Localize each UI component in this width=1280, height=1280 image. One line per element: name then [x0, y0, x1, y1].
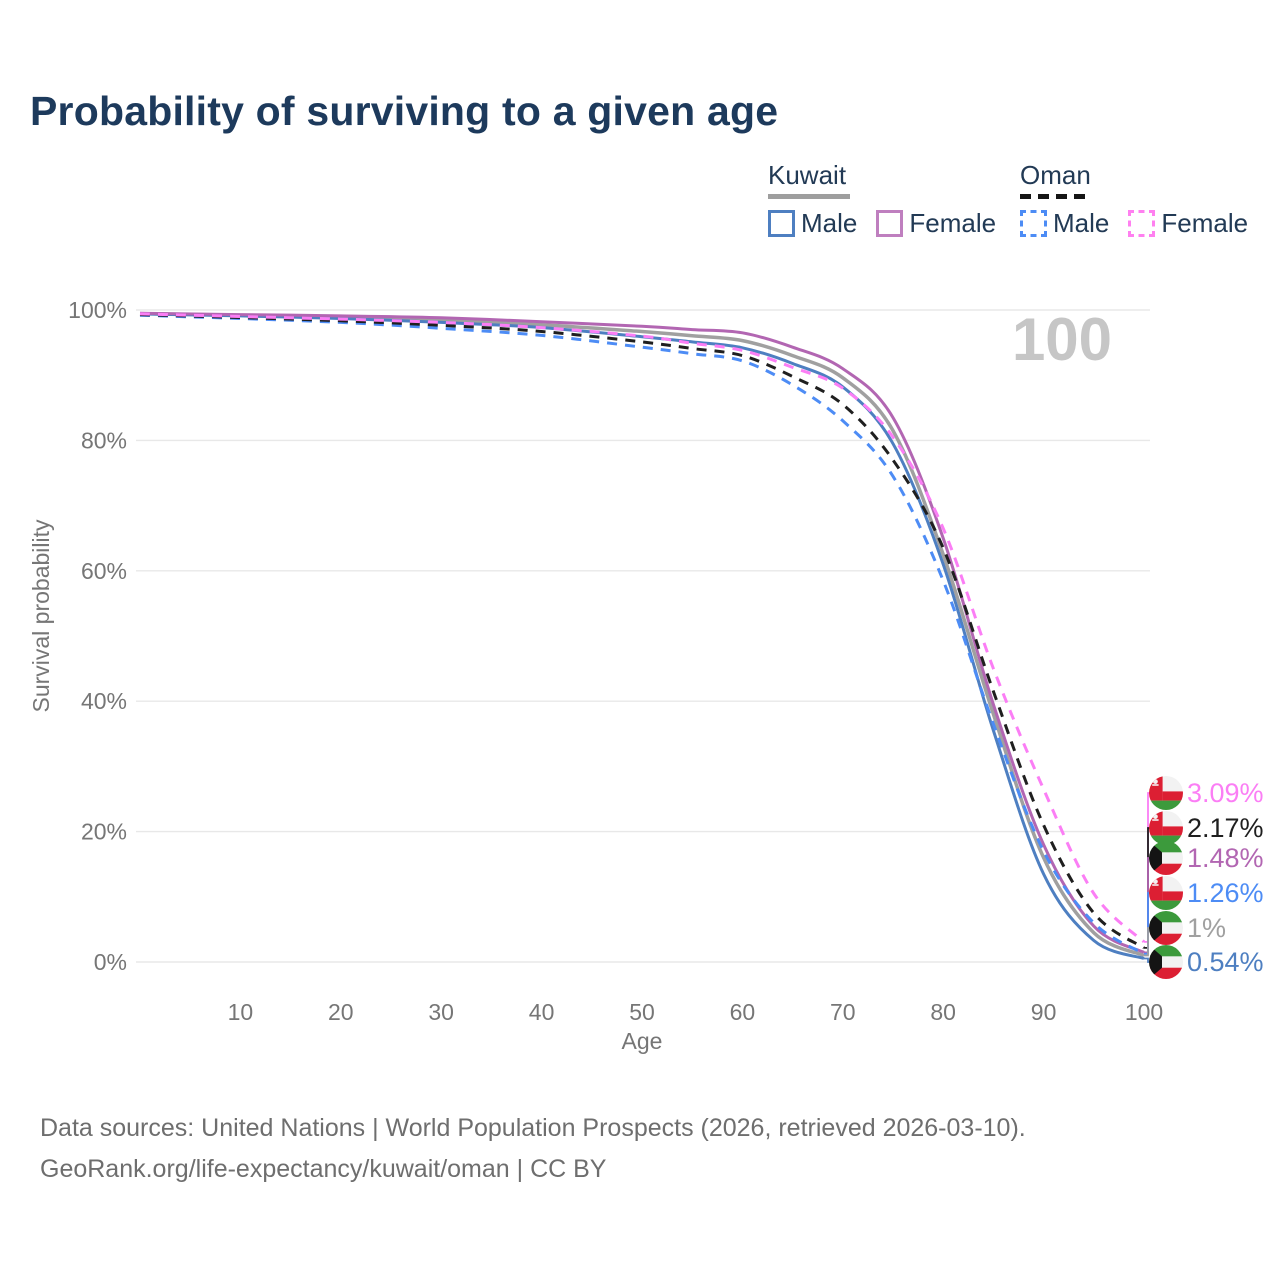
legend-kuwait-female-label: Female [909, 208, 997, 238]
license-line: GeoRank.org/life-expectancy/kuwait/oman … [40, 1155, 607, 1183]
x-tick-label: 90 [1031, 999, 1057, 1025]
kuwait-line-style-swatch [768, 194, 850, 199]
legend-oman-label[interactable]: Oman [1020, 160, 1091, 190]
hovered-age-readout: 100 [1012, 306, 1112, 373]
legend-item-oman-female[interactable]: Female [1128, 208, 1248, 239]
oman-male-swatch-icon [1020, 210, 1047, 237]
x-tick-label: 40 [529, 999, 555, 1025]
end-value-label-kuwait-female: 1.48% [1187, 843, 1264, 873]
gridlines [136, 309, 1150, 963]
end-value-label-kuwait-male: 0.54% [1187, 947, 1264, 977]
x-tick-label: 10 [228, 999, 254, 1025]
x-tick-label: 100 [1125, 999, 1163, 1025]
kuwait-female-swatch-icon [876, 210, 904, 237]
oman-line-style-swatch [1020, 194, 1090, 199]
legend-group-oman: Oman Male Female [1020, 160, 1248, 239]
series-line-kuwait-female[interactable] [139, 311, 1145, 954]
source-attribution: Data sources: United Nations | World Pop… [40, 1108, 1240, 1190]
legend-oman-female-label: Female [1161, 208, 1249, 238]
oman-flag-icon [1149, 811, 1183, 845]
kuwait-flag-icon [1149, 841, 1183, 875]
y-tick-label: 0% [94, 949, 127, 975]
series-line-oman-all[interactable] [139, 313, 1145, 950]
kuwait-male-swatch-icon [768, 210, 795, 237]
oman-flag-icon [1149, 876, 1183, 910]
kuwait-flag-icon [1149, 911, 1183, 945]
series-line-oman-male[interactable] [139, 313, 1145, 956]
series-line-kuwait-all[interactable] [139, 311, 1145, 958]
legend-kuwait-male-label: Male [801, 208, 858, 238]
x-tick-label: 70 [830, 999, 856, 1025]
y-tick-label: 20% [81, 819, 127, 845]
legend-oman-male-label: Male [1053, 208, 1110, 238]
axes: 0% 20% 40% 60% 80% 100% 10 20 30 40 50 60 70 80 90 100 A… [28, 297, 1163, 1054]
end-value-label-oman-male: 1.26% [1187, 878, 1264, 908]
y-tick-label: 80% [81, 427, 127, 453]
oman-female-swatch-icon [1128, 210, 1156, 237]
series-line-kuwait-male[interactable] [139, 312, 1145, 960]
end-value-labels: 3.09% 2.17%1.48% 1.26% 1% 0.54% [1144, 776, 1264, 979]
x-tick-label: 60 [730, 999, 756, 1025]
legend-kuwait-label[interactable]: Kuwait [768, 160, 847, 190]
kuwait-flag-icon [1149, 945, 1183, 979]
data-sources-line: Data sources: United Nations | World Pop… [40, 1114, 1026, 1142]
legend-item-oman-male[interactable]: Male [1020, 208, 1109, 239]
series-line-oman-female[interactable] [139, 312, 1146, 944]
x-tick-label: 20 [328, 999, 354, 1025]
y-tick-label: 60% [81, 558, 127, 584]
y-tick-label: 100% [68, 297, 127, 323]
page-title: Probability of surviving to a given age [30, 88, 779, 134]
series-lines [139, 311, 1146, 960]
x-tick-label: 30 [428, 999, 454, 1025]
end-value-label-oman-all: 2.17% [1187, 813, 1264, 843]
legend-group-kuwait: Kuwait Male Female [768, 160, 996, 239]
y-tick-label: 40% [81, 688, 127, 714]
legend-item-kuwait-male[interactable]: Male [768, 208, 857, 239]
x-tick-label: 50 [629, 999, 655, 1025]
end-value-label-kuwait-all: 1% [1187, 913, 1226, 943]
legend-item-kuwait-female[interactable]: Female [876, 208, 996, 239]
end-value-label-oman-female: 3.09% [1187, 778, 1264, 808]
x-axis-title: Age [622, 1028, 663, 1054]
x-tick-label: 80 [930, 999, 956, 1025]
y-axis-title: Survival probability [28, 519, 54, 713]
oman-flag-icon [1149, 776, 1183, 810]
